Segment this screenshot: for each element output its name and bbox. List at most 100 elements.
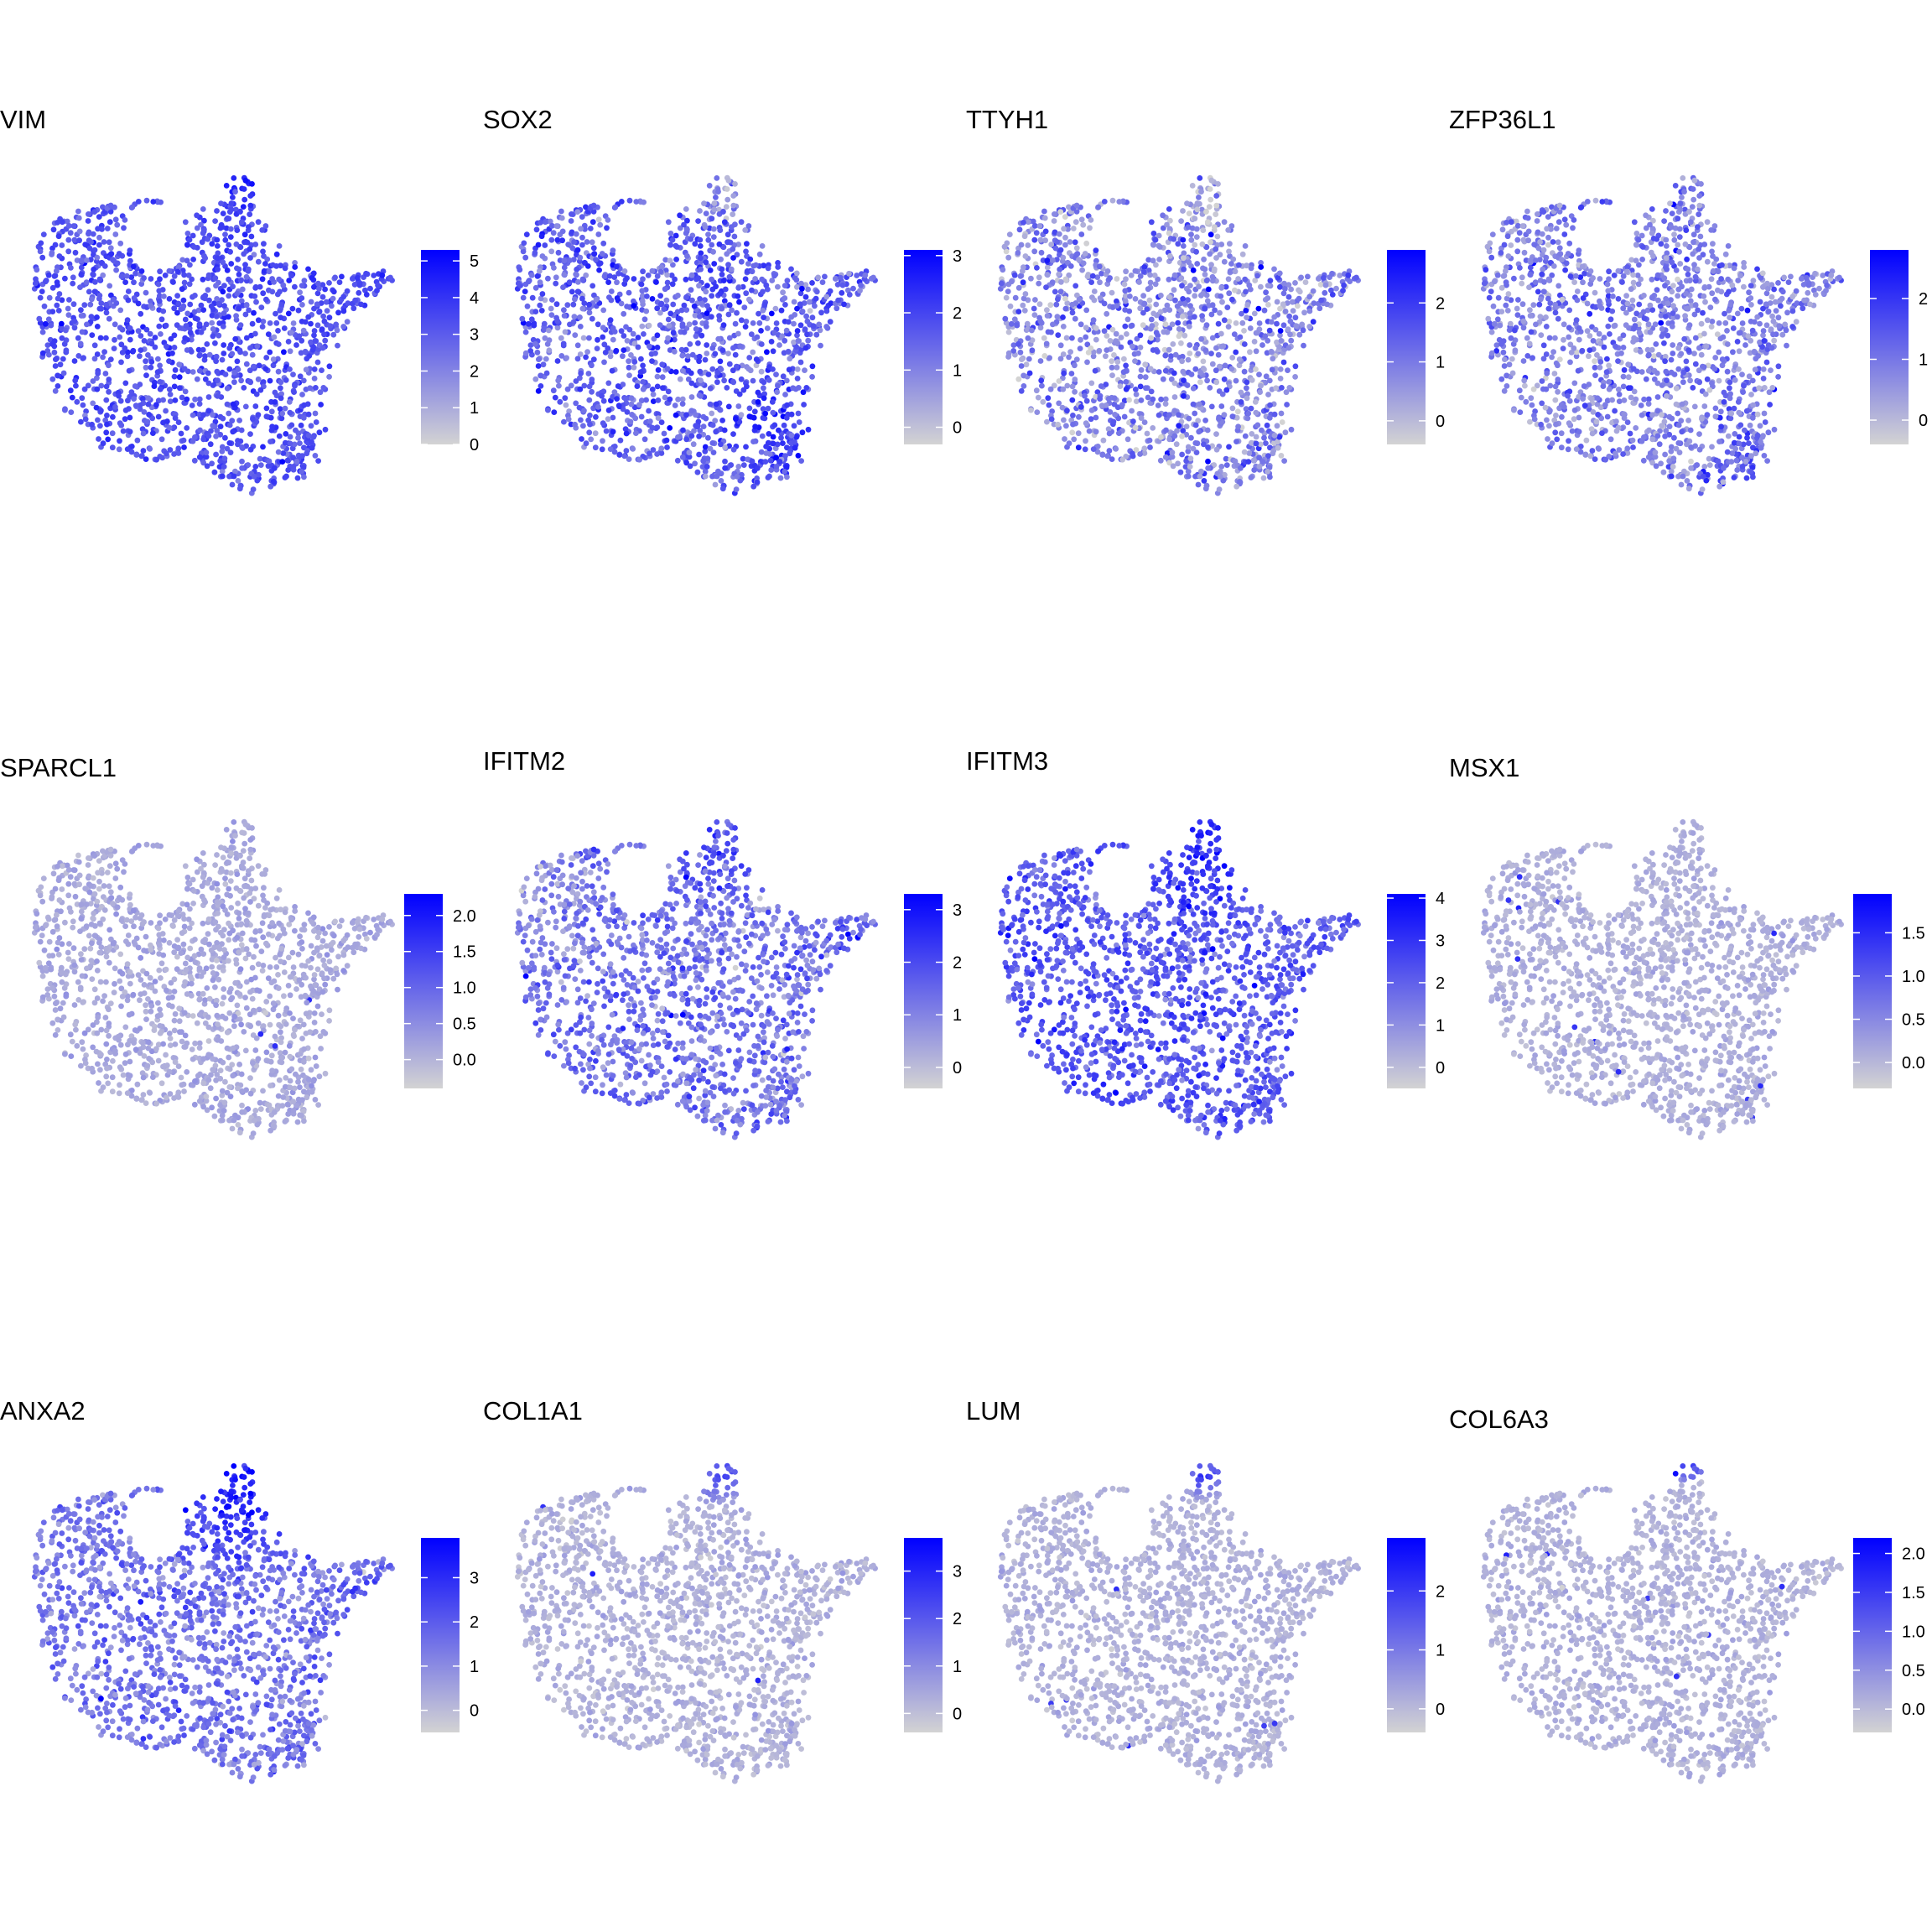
cell-point (1274, 423, 1280, 429)
cell-point (673, 369, 679, 375)
cell-point (532, 250, 538, 256)
cell-point (262, 366, 269, 372)
cell-point (1197, 175, 1203, 181)
cell-point (284, 457, 291, 464)
cell-point (760, 406, 766, 412)
cell-point (221, 310, 227, 316)
cell-point (1021, 233, 1028, 240)
cell-point (846, 292, 853, 298)
cell-point (702, 448, 709, 454)
cell-point (287, 440, 293, 447)
cell-point (77, 340, 84, 347)
cell-point (1200, 358, 1207, 365)
cell-point (182, 219, 189, 226)
cell-point (252, 242, 259, 247)
cell-point (538, 372, 543, 379)
cell-point (252, 284, 259, 291)
cell-point (219, 448, 226, 454)
cell-point (1731, 265, 1737, 272)
cell-point (293, 427, 299, 434)
cell-point (252, 403, 259, 409)
cell-point (38, 240, 44, 247)
cell-point (1657, 428, 1663, 434)
cell-point (1230, 256, 1237, 262)
cell-point (1516, 230, 1523, 236)
cell-point (1114, 298, 1119, 304)
cell-point (156, 323, 163, 330)
cell-point (75, 335, 81, 341)
cell-point (583, 440, 589, 447)
cell-point (319, 345, 326, 351)
cell-point (78, 418, 84, 425)
cell-point (52, 387, 59, 394)
cell-point (1135, 350, 1141, 356)
cell-point (554, 236, 561, 243)
cell-point (1083, 307, 1090, 314)
cell-point (181, 366, 188, 372)
cell-point (696, 283, 702, 289)
cell-point (1727, 262, 1732, 269)
cell-point (1522, 382, 1528, 389)
cell-point (709, 366, 716, 372)
cell-point (1025, 335, 1031, 341)
cell-point (1228, 261, 1234, 267)
cell-point (34, 267, 40, 273)
cell-point (299, 453, 305, 460)
cell-point (654, 273, 661, 279)
cell-point (1099, 452, 1106, 458)
cell-point (1012, 294, 1019, 301)
cell-point (691, 303, 698, 309)
cell-point (287, 409, 293, 416)
cell-point (1276, 344, 1282, 350)
cell-point (292, 382, 298, 389)
cell-point (141, 275, 148, 281)
cell-point (71, 325, 78, 331)
cell-point (553, 274, 559, 281)
cell-point (138, 268, 145, 274)
colorbar-tick-label: 1 (470, 399, 479, 418)
cell-point (719, 271, 725, 278)
cell-point (1069, 383, 1076, 390)
cell-point (188, 348, 195, 355)
cell-point (1292, 363, 1299, 370)
cell-point (1204, 298, 1211, 304)
cell-point (584, 239, 590, 245)
cell-point (1544, 417, 1550, 423)
cell-point (573, 400, 579, 407)
cell-point (1160, 212, 1166, 219)
cell-point (49, 309, 56, 314)
cell-point (264, 256, 271, 262)
cell-point (1046, 402, 1052, 408)
panel-title: VIM (0, 105, 47, 134)
cell-point (610, 414, 616, 421)
cell-point (1656, 441, 1663, 448)
cell-point (1157, 457, 1164, 464)
cell-point (74, 398, 80, 405)
cell-point (166, 387, 173, 392)
cell-point (1636, 262, 1642, 268)
cell-point (1271, 411, 1278, 418)
cell-point (243, 302, 250, 309)
cell-point (319, 326, 325, 333)
cell-point (1103, 353, 1109, 360)
cell-point (60, 370, 67, 377)
cell-point (713, 401, 719, 408)
cell-point (562, 395, 569, 402)
cell-point (1227, 241, 1233, 247)
cell-point (156, 288, 163, 294)
cell-point (1571, 279, 1577, 285)
cell-point (94, 351, 101, 357)
cell-point (827, 288, 834, 294)
cell-point (139, 396, 146, 402)
cell-point (44, 348, 51, 354)
cell-point (232, 189, 238, 195)
cell-point (1088, 279, 1094, 285)
cell-point (665, 316, 672, 323)
cell-point (234, 290, 240, 297)
cell-point (276, 276, 283, 283)
cell-point (205, 370, 211, 377)
cell-point (258, 304, 265, 310)
cell-point (1026, 356, 1032, 362)
cell-point (88, 314, 95, 319)
cell-point (299, 392, 305, 397)
